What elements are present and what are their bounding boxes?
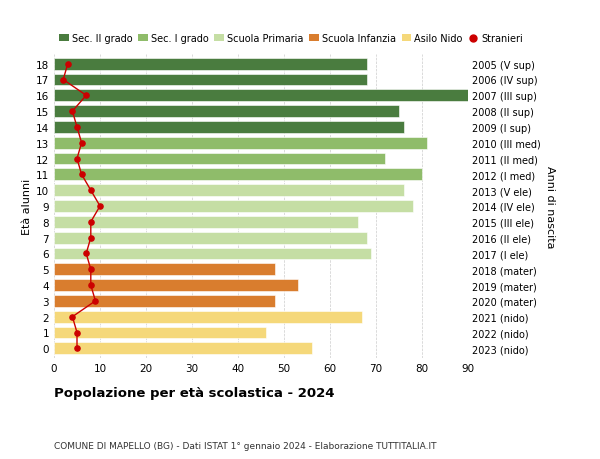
Bar xyxy=(54,216,358,228)
Bar xyxy=(54,90,468,102)
Text: COMUNE DI MAPELLO (BG) - Dati ISTAT 1° gennaio 2024 - Elaborazione TUTTITALIA.IT: COMUNE DI MAPELLO (BG) - Dati ISTAT 1° g… xyxy=(54,441,437,450)
Bar xyxy=(54,185,404,197)
Point xyxy=(77,140,86,147)
Legend: Sec. II grado, Sec. I grado, Scuola Primaria, Scuola Infanzia, Asilo Nido, Stran: Sec. II grado, Sec. I grado, Scuola Prim… xyxy=(59,34,523,44)
Point xyxy=(86,235,95,242)
Y-axis label: Anni di nascita: Anni di nascita xyxy=(545,165,555,248)
Point xyxy=(58,77,68,84)
Bar xyxy=(54,74,367,86)
Bar xyxy=(54,264,275,275)
Bar xyxy=(54,248,371,260)
Y-axis label: Età alunni: Età alunni xyxy=(22,179,32,235)
Point xyxy=(86,187,95,195)
Bar xyxy=(54,138,427,149)
Point xyxy=(72,124,82,131)
Point xyxy=(82,92,91,100)
Bar xyxy=(54,201,413,213)
Bar xyxy=(54,311,362,323)
Point xyxy=(86,282,95,289)
Point xyxy=(86,266,95,273)
Point xyxy=(72,345,82,352)
Point xyxy=(95,203,105,210)
Bar xyxy=(54,327,266,339)
Point xyxy=(91,297,100,305)
Text: Popolazione per età scolastica - 2024: Popolazione per età scolastica - 2024 xyxy=(54,386,335,399)
Bar xyxy=(54,342,311,354)
Bar xyxy=(54,295,275,307)
Bar xyxy=(54,232,367,244)
Bar xyxy=(54,106,399,118)
Bar xyxy=(54,122,404,134)
Point xyxy=(72,329,82,336)
Bar xyxy=(54,280,298,291)
Point xyxy=(82,250,91,257)
Point xyxy=(72,156,82,163)
Point xyxy=(68,313,77,321)
Point xyxy=(86,218,95,226)
Bar xyxy=(54,153,385,165)
Bar xyxy=(54,59,367,71)
Point xyxy=(68,108,77,116)
Bar xyxy=(54,169,422,181)
Point xyxy=(63,61,73,68)
Point xyxy=(77,171,86,179)
